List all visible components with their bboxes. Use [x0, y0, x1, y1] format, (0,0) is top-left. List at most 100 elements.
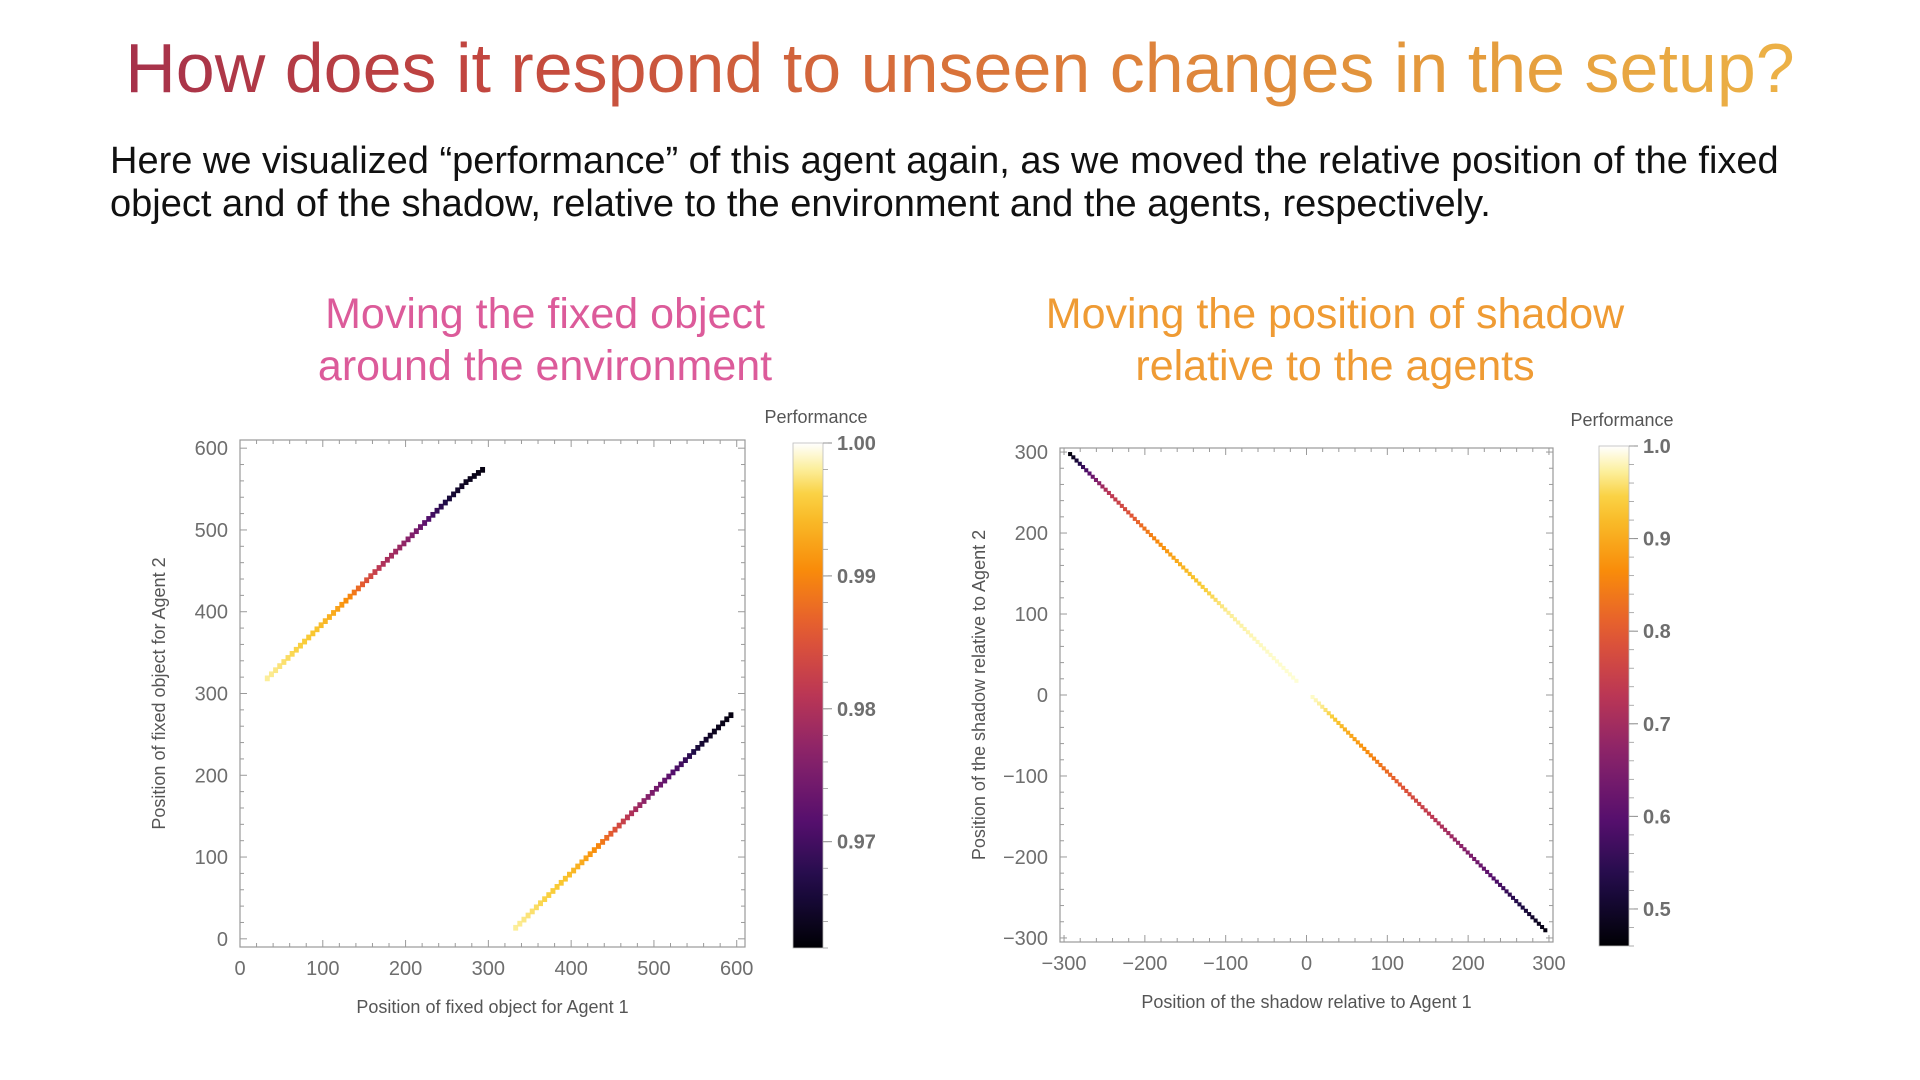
heatmap-cell — [273, 667, 279, 674]
heatmap-cell — [1284, 669, 1289, 674]
heatmap-cell — [1433, 818, 1438, 823]
y-axis-tick-label: 0 — [1037, 685, 1048, 707]
heatmap-cell — [347, 593, 353, 600]
heatmap-cell — [567, 871, 572, 878]
heatmap-cell — [1394, 779, 1399, 784]
heatmap-cell — [1488, 873, 1493, 878]
x-axis-tick-label: 100 — [1371, 953, 1404, 975]
heatmap-cell — [1184, 568, 1189, 573]
heatmap-cell — [1139, 523, 1144, 528]
heatmap-cell — [331, 610, 337, 616]
colorbar-tick-label: 0.7 — [1643, 714, 1671, 736]
heatmap-cell — [1194, 578, 1199, 583]
heatmap-cell — [1543, 928, 1548, 933]
heatmap-cell — [711, 728, 717, 735]
colorbar-tick-label: 0.5 — [1643, 899, 1671, 921]
plot-frame — [1059, 447, 1554, 943]
heatmap-cell — [293, 646, 299, 653]
heatmap-cell — [467, 476, 473, 482]
heatmap-cell — [289, 650, 295, 657]
heatmap-cell — [612, 826, 618, 833]
heatmap-cell — [1378, 763, 1383, 768]
heatmap-cell — [1174, 558, 1179, 563]
heatmap-cell — [1181, 565, 1186, 570]
heatmap-cell — [339, 601, 345, 608]
heatmap-cell — [405, 536, 411, 543]
heatmap-cell — [1368, 753, 1373, 758]
heatmap-cell — [389, 552, 394, 559]
heatmap-cell — [364, 577, 370, 584]
heatmap-cell — [641, 798, 647, 804]
heatmap-cell — [1123, 507, 1128, 512]
heatmap-cell — [562, 875, 568, 882]
x-axis-title: Position of fixed object for Agent 1 — [356, 997, 628, 1017]
heatmap-cell — [1352, 737, 1357, 742]
heatmap-cell — [1119, 503, 1124, 508]
heatmap-cell — [595, 843, 601, 849]
heatmap-cell — [1365, 750, 1370, 755]
heatmap-cell — [1223, 607, 1228, 612]
left-heading-line1: Moving the fixed object — [325, 290, 765, 338]
heatmap-cell — [1165, 549, 1170, 554]
heatmap-cell — [517, 920, 523, 927]
heatmap-cell — [1407, 792, 1412, 797]
heatmap-cell — [1087, 471, 1092, 476]
heatmap-cell — [1262, 646, 1267, 651]
heatmap-cell — [442, 499, 448, 506]
heatmap-cell — [538, 900, 543, 907]
heatmap-cell — [1213, 597, 1218, 602]
heatmap-cell — [1203, 588, 1208, 593]
heatmap-cell — [1129, 513, 1134, 518]
heatmap-cell — [1510, 895, 1516, 900]
heatmap-cell — [393, 548, 399, 555]
y-axis-tick-label: 200 — [195, 765, 228, 787]
x-axis-tick-label: 200 — [1451, 953, 1484, 975]
heatmap-cell — [1255, 639, 1260, 644]
x-axis-tick-label: 600 — [720, 958, 753, 980]
heatmap-cell — [662, 777, 668, 784]
heatmap-cell — [455, 487, 461, 494]
heatmap-cell — [318, 622, 324, 629]
heatmap-cell — [658, 781, 664, 788]
heatmap-cell — [438, 503, 444, 510]
heatmap-cell — [281, 659, 287, 665]
heatmap-cell — [1485, 869, 1490, 874]
heatmap-cell — [1514, 899, 1519, 904]
x-axis-tick-label: 200 — [389, 958, 422, 980]
heatmap-cell — [1456, 840, 1461, 845]
heatmap-cell — [1326, 711, 1331, 716]
heatmap-cell — [579, 859, 585, 866]
heatmap-cell — [1397, 782, 1402, 787]
heatmap-cell — [558, 879, 564, 886]
heatmap-cell — [1317, 701, 1322, 706]
y-axis-tick-label: 500 — [195, 520, 228, 542]
y-axis-tick-label: 0 — [217, 929, 228, 951]
heatmap-cell — [1171, 555, 1176, 560]
heatmap-cell — [471, 473, 477, 479]
heatmap-cell — [1158, 542, 1163, 547]
slide-subtitle: Here we visualized “performance” of this… — [110, 140, 1779, 225]
heatmap-cell — [1375, 759, 1380, 764]
heatmap-cell — [1226, 610, 1231, 615]
heatmap-cell — [360, 581, 366, 588]
heatmap-cell — [413, 528, 419, 535]
heatmap-cell — [1527, 912, 1532, 917]
heatmap-cell — [1349, 733, 1354, 738]
heatmap-cell — [1468, 853, 1473, 858]
heatmap-cell — [302, 638, 308, 645]
y-axis-tick-label: 200 — [1015, 523, 1048, 545]
heatmap-cell — [1274, 659, 1280, 664]
heatmap-cell — [533, 904, 539, 911]
heatmap-cell — [422, 520, 428, 526]
heatmap-cell — [1498, 882, 1503, 887]
colorbar-title: Performance — [764, 407, 867, 427]
heatmap-cell — [637, 802, 643, 808]
heatmap-cell — [1197, 581, 1202, 586]
colorbar — [792, 442, 824, 949]
heatmap-cell — [480, 466, 486, 473]
heatmap-cell — [587, 851, 593, 858]
colorbar-tick-label: 1.0 — [1643, 436, 1671, 458]
heatmap-cell — [430, 511, 436, 518]
heatmap-cell — [1417, 801, 1422, 806]
heatmap-cell — [1439, 824, 1444, 829]
